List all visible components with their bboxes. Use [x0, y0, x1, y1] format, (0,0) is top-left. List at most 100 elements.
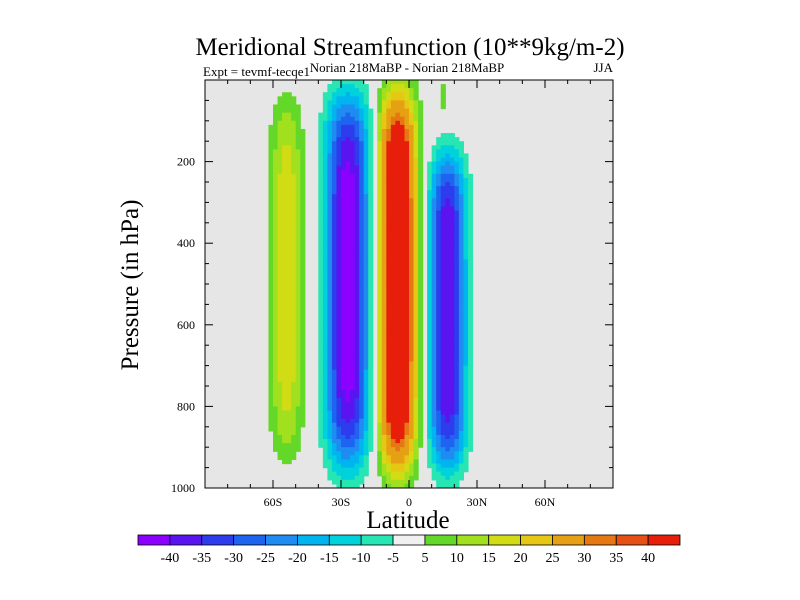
contour-cell	[277, 190, 283, 195]
contour-cell	[331, 451, 338, 456]
contour-cell	[327, 296, 333, 301]
contour-cell	[363, 349, 369, 354]
contour-cell	[345, 422, 351, 428]
contour-cell	[377, 124, 383, 130]
contour-cell	[291, 100, 297, 106]
contour-cell	[395, 271, 401, 277]
contour-cell	[359, 279, 365, 285]
contour-cell	[336, 92, 342, 97]
contour-cell	[440, 198, 446, 203]
contour-cell	[467, 271, 474, 277]
contour-cell	[359, 414, 365, 420]
contour-cell	[454, 202, 460, 208]
contour-cell	[440, 259, 446, 265]
contour-cell	[363, 153, 369, 159]
contour-cell	[395, 202, 401, 208]
contour-cell	[273, 312, 279, 318]
contour-cell	[318, 324, 324, 330]
contour-cell	[463, 304, 469, 310]
contour-cell	[318, 243, 324, 248]
contour-cell	[377, 332, 383, 338]
contour-cell	[318, 279, 324, 285]
contour-cell	[318, 239, 324, 244]
contour-cell	[291, 218, 297, 224]
contour-cell	[377, 173, 383, 179]
contour-cell	[273, 320, 279, 326]
contour-cell	[368, 177, 374, 183]
contour-cell	[377, 316, 383, 322]
contour-cell	[381, 320, 387, 326]
contour-cell	[368, 316, 374, 322]
contour-cell	[345, 312, 351, 318]
contour-cell	[458, 190, 464, 195]
contour-cell	[322, 357, 328, 363]
contour-cell	[291, 443, 297, 448]
contour-cell	[463, 255, 469, 261]
contour-cell	[395, 255, 401, 261]
contour-cell	[440, 414, 446, 420]
contour-cell	[286, 157, 292, 163]
contour-cell	[354, 267, 360, 273]
contour-cell	[399, 202, 406, 208]
contour-cell	[331, 398, 338, 403]
contour-cell	[331, 312, 338, 318]
contour-cell	[336, 300, 342, 305]
contour-cell	[286, 447, 292, 452]
contour-cell	[359, 320, 365, 326]
contour-cell	[431, 357, 437, 363]
contour-cell	[436, 235, 442, 240]
contour-cell	[354, 124, 360, 130]
contour-cell	[295, 259, 301, 265]
contour-cell	[327, 259, 333, 265]
contour-cell	[445, 471, 451, 477]
contour-cell	[359, 365, 365, 371]
contour-cell	[341, 247, 347, 252]
contour-cell	[368, 447, 374, 452]
contour-cell	[399, 149, 406, 155]
contour-cell	[336, 320, 342, 326]
contour-cell	[386, 434, 392, 440]
contour-cell	[458, 230, 464, 236]
contour-cell	[463, 226, 469, 232]
contour-cell	[327, 434, 333, 440]
contour-cell	[454, 455, 460, 461]
contour-cell	[327, 239, 333, 244]
contour-cell	[395, 247, 401, 252]
contour-cell	[436, 190, 442, 195]
contour-cell	[327, 300, 333, 305]
contour-cell	[277, 288, 283, 293]
contour-cell	[295, 279, 301, 285]
contour-cell	[277, 173, 283, 179]
contour-cell	[345, 80, 351, 85]
contour-cell	[363, 386, 369, 391]
contour-cell	[463, 271, 469, 277]
contour-cell	[336, 161, 342, 167]
contour-cell	[427, 259, 433, 265]
contour-cell	[268, 357, 274, 363]
contour-cell	[350, 206, 356, 212]
contour-cell	[286, 222, 292, 228]
contour-cell	[381, 169, 387, 175]
contour-cell	[368, 443, 374, 448]
contour-cell	[467, 406, 474, 412]
contour-cell	[336, 177, 342, 183]
contour-cell	[463, 202, 469, 208]
contour-cell	[300, 235, 306, 240]
contour-cell	[291, 116, 297, 122]
contour-cell	[359, 316, 365, 322]
contour-cell	[368, 284, 374, 289]
contour-cell	[399, 235, 406, 240]
contour-cell	[331, 202, 338, 208]
contour-cell	[286, 243, 292, 248]
contour-cell	[413, 324, 419, 330]
contour-cell	[291, 447, 297, 452]
contour-cell	[413, 177, 419, 183]
contour-cell	[436, 467, 442, 473]
contour-cell	[377, 100, 383, 106]
contour-cell	[286, 133, 292, 138]
contour-cell	[273, 373, 279, 379]
contour-cell	[445, 345, 451, 350]
contour-cell	[282, 300, 288, 305]
contour-cell	[318, 398, 324, 403]
contour-cell	[381, 255, 387, 261]
